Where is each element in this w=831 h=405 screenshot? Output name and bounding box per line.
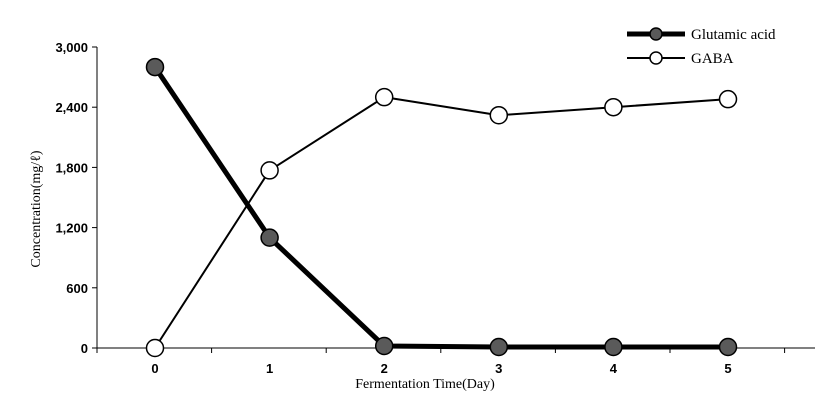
series-1 bbox=[145, 87, 738, 358]
data-point bbox=[145, 338, 165, 358]
x-tick-label: 2 bbox=[381, 361, 388, 376]
legend-marker bbox=[649, 51, 663, 65]
x-tick-label: 5 bbox=[724, 361, 731, 376]
data-point bbox=[718, 89, 738, 109]
x-tick-label: 3 bbox=[495, 361, 502, 376]
data-point bbox=[374, 336, 394, 356]
y-tick-label: 0 bbox=[81, 341, 88, 356]
data-point bbox=[718, 337, 738, 357]
data-point bbox=[604, 337, 623, 357]
data-point bbox=[145, 57, 165, 77]
data-point bbox=[260, 228, 279, 247]
data-point bbox=[489, 105, 509, 125]
data-point bbox=[489, 337, 509, 357]
y-tick-label: 1,800 bbox=[55, 160, 88, 175]
axes: 0 600 1,200 1,800 2,400 3,000 0 1 2 3 4 5 bbox=[55, 40, 815, 376]
data-point bbox=[604, 97, 623, 117]
series-line bbox=[152, 65, 728, 350]
data-point bbox=[260, 161, 279, 180]
x-tick-label: 1 bbox=[266, 361, 273, 376]
legend-item: GABA bbox=[627, 51, 734, 67]
y-tick-label: 1,200 bbox=[55, 221, 88, 236]
series-layer bbox=[145, 57, 738, 358]
legend-label: GABA bbox=[691, 51, 734, 67]
x-tick-label: 0 bbox=[151, 361, 158, 376]
legend-item: Glutamic acid bbox=[627, 27, 776, 43]
y-tick-label: 3,000 bbox=[55, 40, 88, 55]
x-axis-title: Fermentation Time(Day) bbox=[355, 377, 495, 392]
y-tick-label: 600 bbox=[66, 281, 88, 296]
series-line bbox=[154, 96, 729, 349]
legend-marker bbox=[649, 27, 663, 41]
y-tick-label: 2,400 bbox=[55, 100, 88, 115]
y-axis-title: Concentration(mg/ℓ) bbox=[29, 150, 44, 267]
data-point bbox=[374, 87, 394, 107]
x-tick-label: 4 bbox=[610, 361, 618, 376]
legend-label: Glutamic acid bbox=[691, 27, 776, 43]
series-0 bbox=[145, 57, 738, 357]
legend: Glutamic acid GABA bbox=[627, 27, 776, 67]
